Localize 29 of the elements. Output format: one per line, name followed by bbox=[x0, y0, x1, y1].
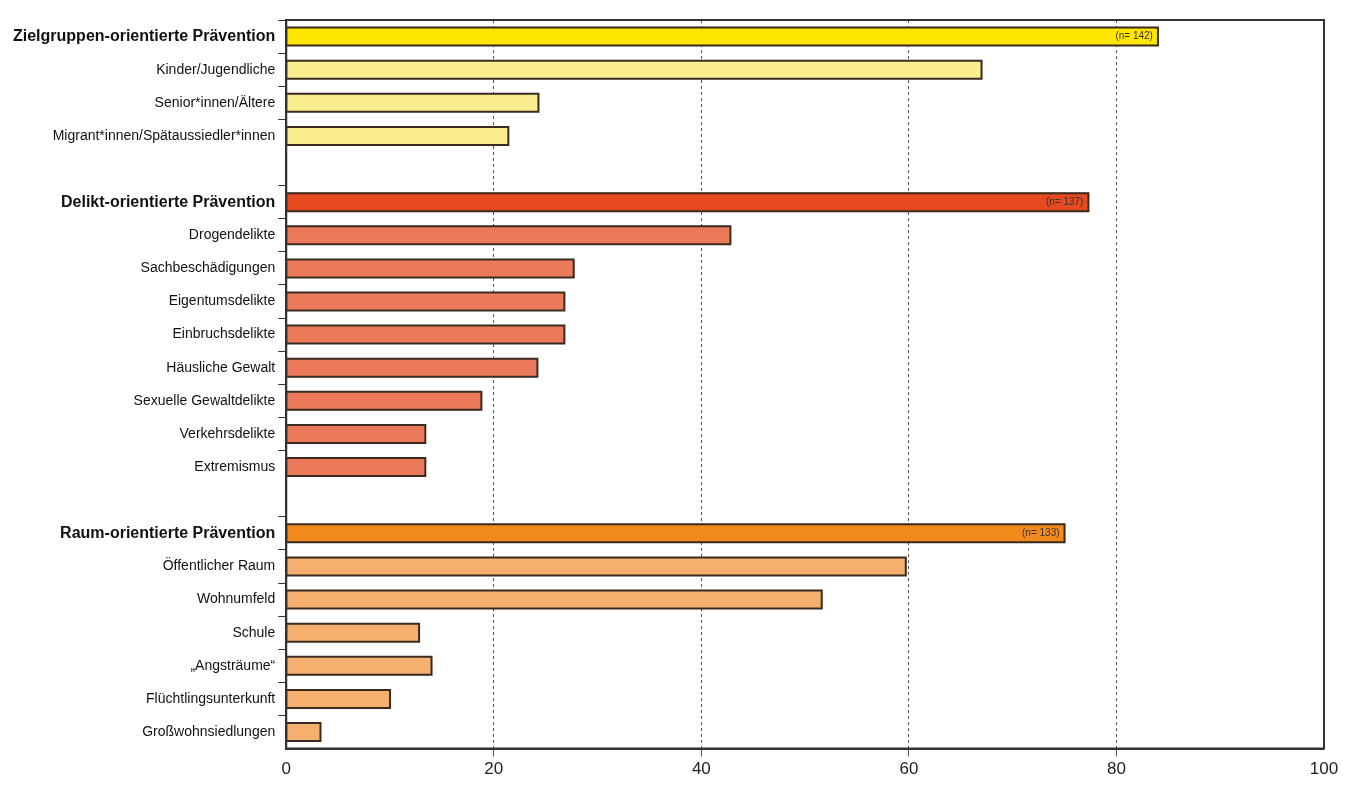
x-tick-label: 60 bbox=[899, 759, 919, 779]
y-tick-label: Verkehrsdelikte bbox=[179, 424, 276, 441]
annotation: (n= 142) bbox=[1115, 30, 1153, 42]
y-tick-label: Migrant*innen/Spätaussiedler*innen bbox=[52, 126, 276, 143]
y-tick-label: „Angsträume“ bbox=[190, 656, 276, 673]
y-tick-label: Senior*innen/Ältere bbox=[154, 93, 276, 110]
x-tick-label: 0 bbox=[281, 759, 291, 779]
y-tick-label: Extremismus bbox=[194, 457, 276, 474]
y-tick-label: Schule bbox=[232, 623, 276, 640]
annotation: (n= 137) bbox=[1045, 195, 1084, 207]
y-tick-label: Raum-orientierte Prävention bbox=[60, 523, 276, 541]
y-tick-label: Sexuelle Gewaltdelikte bbox=[133, 391, 276, 408]
y-tick-label: Flüchtlingsunterkunft bbox=[146, 689, 276, 706]
y-tick-label: Zielgruppen-orientierte Prävention bbox=[12, 26, 276, 44]
y-tick-label: Einbruchsdelikte bbox=[172, 325, 276, 342]
y-tick-label: Wohnumfeld bbox=[196, 590, 276, 607]
y-tick-label: Drogendelikte bbox=[188, 226, 276, 243]
y-tick-label: Sachbeschädigungen bbox=[140, 259, 276, 276]
y-tick-label: Häusliche Gewalt bbox=[166, 358, 276, 375]
x-tick-label: 80 bbox=[1106, 759, 1126, 779]
x-tick-label: 100 bbox=[1309, 759, 1339, 779]
x-tick-label: 20 bbox=[484, 759, 504, 779]
y-tick-label: Großwohnsiedlungen bbox=[142, 722, 276, 739]
y-tick-label: Eigentumsdelikte bbox=[168, 292, 276, 309]
x-tick-label: 40 bbox=[691, 759, 711, 779]
annotation: (n= 133) bbox=[1022, 527, 1060, 539]
y-tick-label: Öffentlicher Raum bbox=[162, 556, 276, 574]
y-tick-label: Kinder/Jugendliche bbox=[156, 60, 276, 77]
y-tick-label: Delikt-orientierte Prävention bbox=[60, 192, 276, 210]
